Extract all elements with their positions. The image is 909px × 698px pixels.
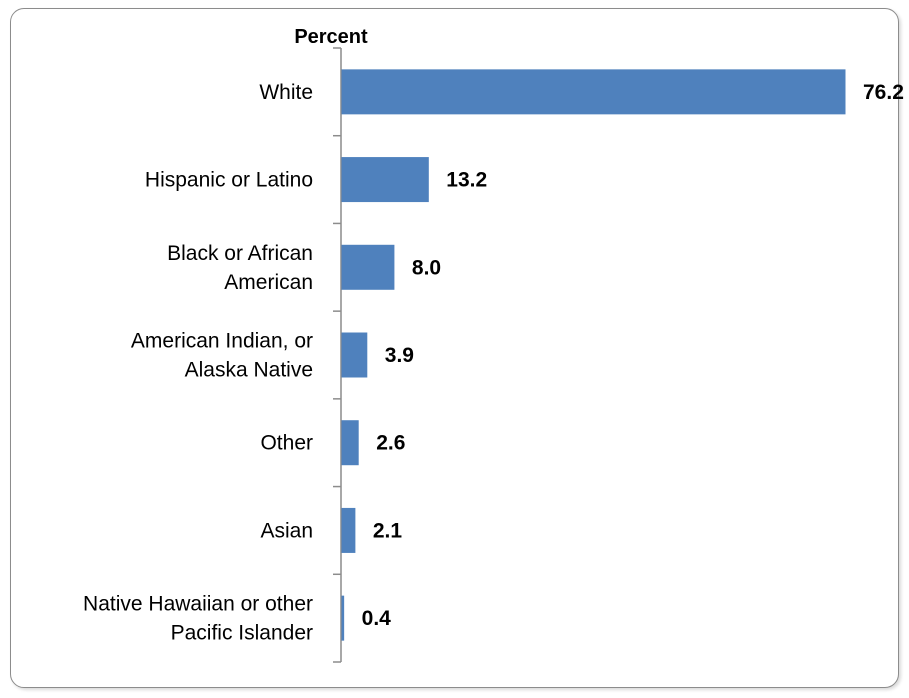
value-label: 0.4 — [362, 607, 392, 630]
value-labels: 76.2 13.2 8.0 3.9 2.6 2.1 0.4 — [362, 81, 904, 630]
category-labels: White Hispanic or Latino Black or African A… — [83, 81, 313, 645]
category-label: White — [259, 81, 313, 104]
category-label: Native Hawaiian or other Pacific Islander — [83, 593, 313, 645]
value-label: 13.2 — [446, 169, 487, 192]
bar — [341, 157, 429, 203]
category-label: American Indian, or Alaska Native — [131, 330, 313, 382]
category-label: Other — [260, 432, 313, 455]
bar — [341, 595, 345, 641]
bar — [341, 420, 359, 466]
chart-frame — [10, 8, 899, 688]
bars — [341, 69, 846, 641]
value-label: 2.6 — [376, 432, 405, 455]
value-label: 3.9 — [385, 344, 414, 367]
category-axis — [333, 47, 342, 663]
category-label: Asian — [260, 519, 313, 542]
value-label: 76.2 — [863, 81, 904, 104]
bar — [341, 69, 846, 115]
value-label: 2.1 — [373, 519, 403, 542]
category-label: Hispanic or Latino — [145, 169, 313, 192]
category-label: Black or African American — [167, 242, 313, 294]
bar — [341, 244, 395, 290]
axis-title: Percent — [294, 26, 368, 48]
bar — [341, 507, 356, 553]
bar — [341, 332, 368, 378]
value-label: 8.0 — [412, 256, 441, 279]
